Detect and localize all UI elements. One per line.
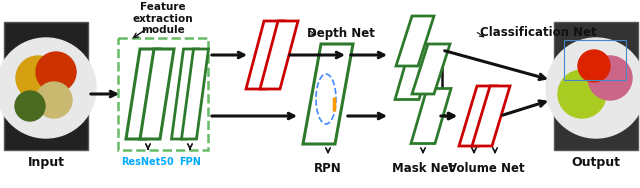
Polygon shape xyxy=(472,86,510,146)
Circle shape xyxy=(36,52,76,92)
Circle shape xyxy=(558,70,606,118)
Text: FPN: FPN xyxy=(179,157,201,167)
Polygon shape xyxy=(172,49,198,139)
Bar xyxy=(554,22,638,150)
Text: Feature
extraction
module: Feature extraction module xyxy=(132,2,193,35)
Polygon shape xyxy=(412,44,450,94)
Bar xyxy=(4,22,88,150)
Circle shape xyxy=(0,38,96,138)
Polygon shape xyxy=(411,89,451,143)
Polygon shape xyxy=(126,49,160,139)
Text: Classification Net: Classification Net xyxy=(480,27,596,39)
Circle shape xyxy=(578,50,610,82)
Polygon shape xyxy=(246,21,284,89)
Polygon shape xyxy=(395,45,435,99)
Text: RPN: RPN xyxy=(314,162,342,175)
Polygon shape xyxy=(396,16,434,66)
Circle shape xyxy=(15,91,45,121)
Polygon shape xyxy=(260,21,298,89)
Circle shape xyxy=(16,56,60,100)
Text: Output: Output xyxy=(572,156,621,169)
Text: Input: Input xyxy=(28,156,65,169)
Polygon shape xyxy=(303,44,353,144)
Text: Volume Net: Volume Net xyxy=(448,162,524,175)
Text: Mask Net: Mask Net xyxy=(392,162,454,175)
Text: ResNet50: ResNet50 xyxy=(122,157,174,167)
Polygon shape xyxy=(140,49,174,139)
Circle shape xyxy=(588,56,632,100)
Circle shape xyxy=(36,82,72,118)
Circle shape xyxy=(546,38,640,138)
Polygon shape xyxy=(182,49,209,139)
Bar xyxy=(564,40,626,80)
Text: Depth Net: Depth Net xyxy=(307,27,375,39)
Polygon shape xyxy=(459,86,497,146)
